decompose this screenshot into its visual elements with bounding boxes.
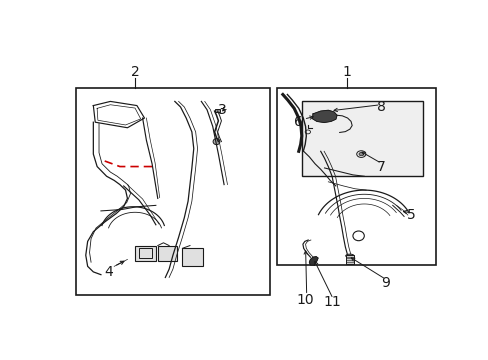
Text: 6: 6	[293, 115, 302, 129]
Text: 9: 9	[380, 276, 389, 290]
Text: 8: 8	[376, 100, 385, 114]
Bar	[135, 246, 156, 261]
Text: 4: 4	[104, 265, 113, 279]
Text: 1: 1	[342, 65, 351, 79]
Bar	[158, 246, 176, 261]
Text: 7: 7	[376, 159, 385, 174]
Ellipse shape	[345, 254, 353, 257]
Circle shape	[358, 152, 363, 156]
Text: 10: 10	[296, 293, 314, 307]
Text: 5: 5	[407, 208, 415, 222]
Ellipse shape	[213, 139, 220, 145]
Polygon shape	[309, 257, 317, 265]
Bar	[301, 102, 422, 176]
Polygon shape	[312, 110, 336, 122]
Text: 11: 11	[323, 296, 340, 309]
Bar	[76, 87, 269, 296]
Text: 2: 2	[130, 65, 139, 79]
Bar	[277, 87, 435, 265]
Bar	[214, 109, 220, 112]
Bar	[345, 255, 353, 264]
Bar	[182, 248, 203, 266]
Text: 3: 3	[217, 103, 226, 117]
Bar	[139, 248, 152, 258]
